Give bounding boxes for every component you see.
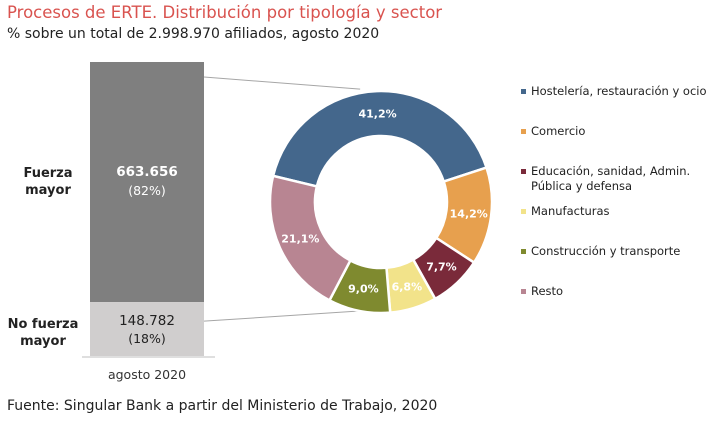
legend-label: Hostelería, restauración y ocio xyxy=(531,84,707,98)
bar-category-label: No fuerza xyxy=(8,317,79,332)
donut-slice xyxy=(271,89,489,188)
bar-value-label: 148.782 xyxy=(119,313,175,329)
donut-data-label: 41,2% xyxy=(358,108,396,121)
legend-swatch xyxy=(521,169,526,174)
donut-slice xyxy=(268,174,353,303)
legend-swatch xyxy=(521,209,526,214)
donut-data-label: 14,2% xyxy=(450,208,488,221)
connector-line xyxy=(203,310,360,322)
bar-segment-fuerza-mayor xyxy=(90,62,204,303)
bar-pct-label: (82%) xyxy=(128,183,166,198)
bar-segment-no-fuerza-mayor xyxy=(90,302,204,356)
donut-data-label: 7,7% xyxy=(426,261,457,274)
chart-subtitle: % sobre un total de 2.998.970 afiliados,… xyxy=(7,26,380,42)
legend-swatch xyxy=(521,289,526,294)
legend-label: Educación, sanidad, Admin. xyxy=(531,164,690,178)
legend-label: Pública y defensa xyxy=(531,179,632,193)
chart-title: Procesos de ERTE. Distribución por tipol… xyxy=(7,3,443,22)
legend-label: Comercio xyxy=(531,124,585,138)
donut-data-label: 21,1% xyxy=(281,233,319,246)
legend-swatch xyxy=(521,129,526,134)
connector-line xyxy=(203,76,361,90)
source-note: Fuente: Singular Bank a partir del Minis… xyxy=(7,398,438,414)
bar-value-label: 663.656 xyxy=(116,164,178,180)
bar-category-label: mayor xyxy=(25,183,71,198)
legend-swatch xyxy=(521,89,526,94)
bar-pct-label: (18%) xyxy=(128,331,166,346)
donut-data-label: 6,8% xyxy=(392,281,423,294)
donut-data-label: 9,0% xyxy=(348,283,379,296)
legend-swatch xyxy=(521,249,526,254)
x-tick-label: agosto 2020 xyxy=(108,367,186,382)
bar-category-label: Fuerza xyxy=(23,166,72,181)
legend-label: Construcción y transporte xyxy=(531,244,680,258)
legend-label: Resto xyxy=(531,284,563,298)
legend-label: Manufacturas xyxy=(531,204,610,218)
bar-category-label: mayor xyxy=(20,334,66,349)
